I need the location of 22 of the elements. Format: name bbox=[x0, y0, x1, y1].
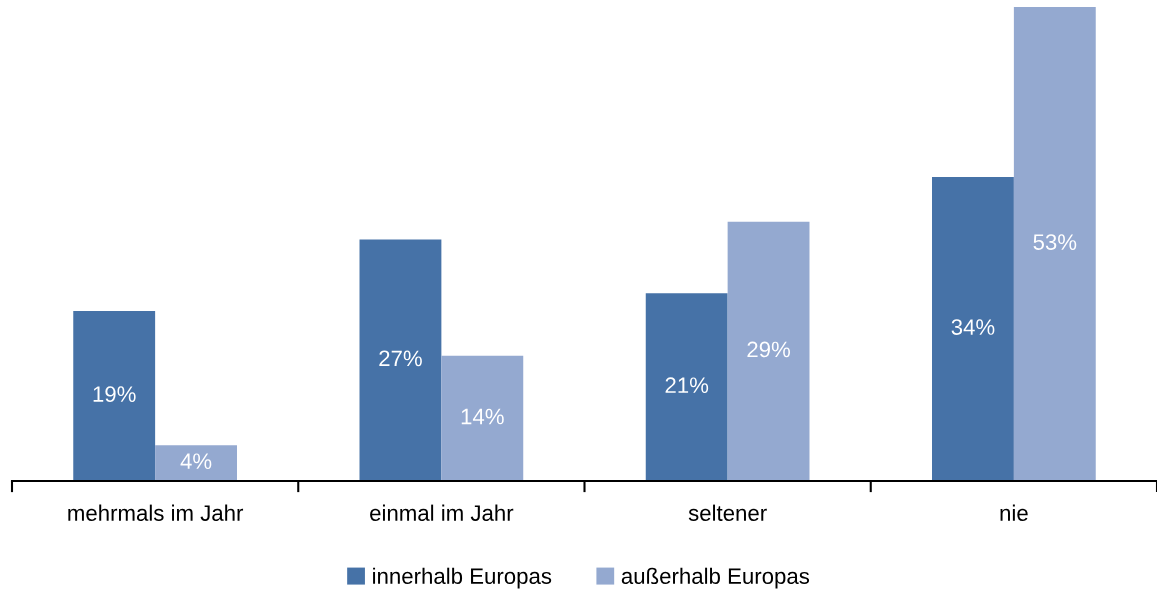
bar bbox=[932, 176, 1014, 481]
bar bbox=[1013, 7, 1096, 481]
x-tick-label: seltener bbox=[688, 504, 767, 521]
data-label: 4% bbox=[180, 453, 212, 469]
bar bbox=[441, 355, 524, 481]
data-label: 21% bbox=[665, 377, 709, 393]
bar bbox=[155, 445, 237, 481]
bar bbox=[727, 221, 810, 481]
bar bbox=[73, 311, 156, 481]
x-tick-label: nie bbox=[1000, 504, 1028, 521]
legend-label: innerhalb Europas bbox=[373, 567, 552, 589]
legend-label: außerhalb Europas bbox=[621, 567, 810, 589]
data-label: 14% bbox=[461, 408, 504, 425]
data-label: 53% bbox=[1033, 234, 1077, 250]
data-label: 29% bbox=[747, 341, 791, 358]
x-tick-label: mehrmals im Jahr bbox=[68, 504, 244, 521]
bar bbox=[645, 293, 728, 481]
bar bbox=[359, 239, 442, 481]
data-label: 27% bbox=[379, 350, 422, 367]
x-tick-label: einmal im Jahr bbox=[370, 504, 514, 521]
data-label: 19% bbox=[93, 386, 136, 402]
data-label: 34% bbox=[951, 319, 995, 335]
